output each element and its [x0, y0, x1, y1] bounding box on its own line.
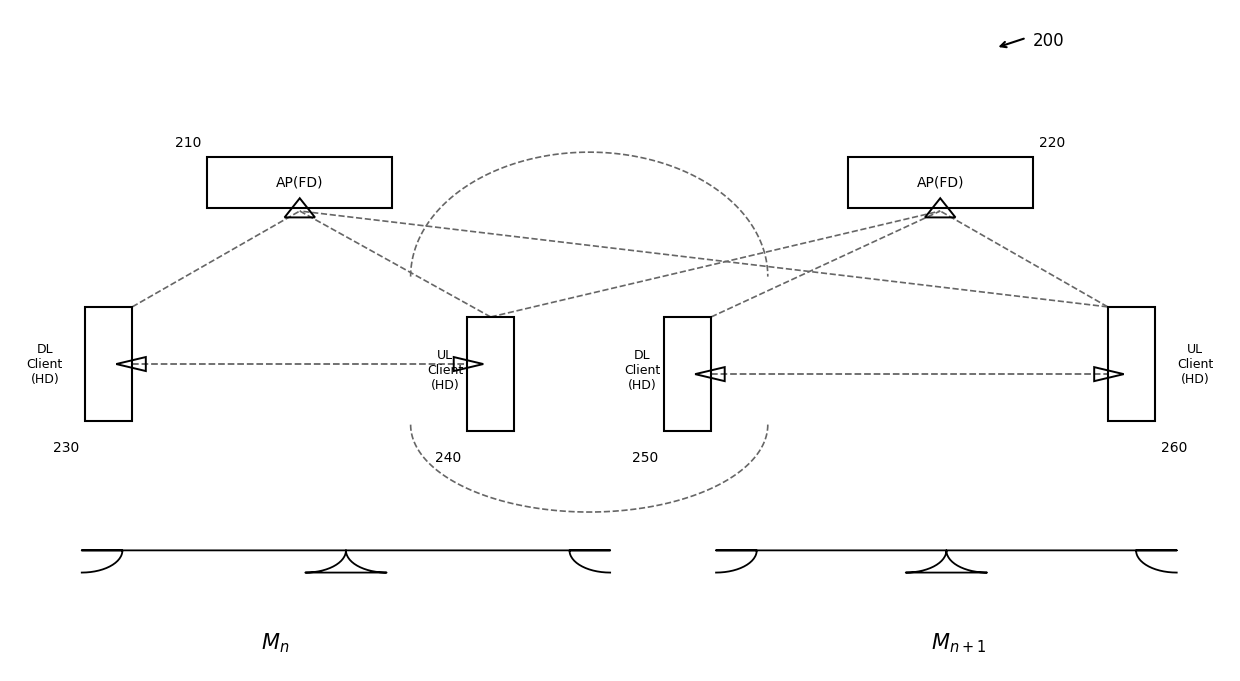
Text: $M_{n+1}$: $M_{n+1}$ [931, 631, 986, 655]
Text: DL
Client
(HD): DL Client (HD) [27, 343, 63, 385]
Text: 200: 200 [1033, 32, 1064, 50]
Text: DL
Client
(HD): DL Client (HD) [624, 349, 660, 392]
Bar [86, 307, 133, 422]
Text: AP(FD): AP(FD) [277, 176, 324, 189]
Text: 240: 240 [435, 452, 461, 466]
Bar [1107, 307, 1154, 422]
Text: AP(FD): AP(FD) [916, 176, 963, 189]
Bar [467, 317, 515, 431]
Bar [848, 157, 1033, 208]
Text: $M_n$: $M_n$ [260, 631, 289, 655]
Bar [207, 157, 392, 208]
Text: 220: 220 [1039, 136, 1065, 151]
Text: UL
Client
(HD): UL Client (HD) [427, 349, 464, 392]
Text: 230: 230 [53, 441, 79, 456]
Text: 250: 250 [632, 452, 658, 466]
Bar [665, 317, 712, 431]
Text: 210: 210 [175, 136, 201, 151]
Text: 260: 260 [1161, 441, 1187, 456]
Text: UL
Client
(HD): UL Client (HD) [1177, 343, 1213, 385]
